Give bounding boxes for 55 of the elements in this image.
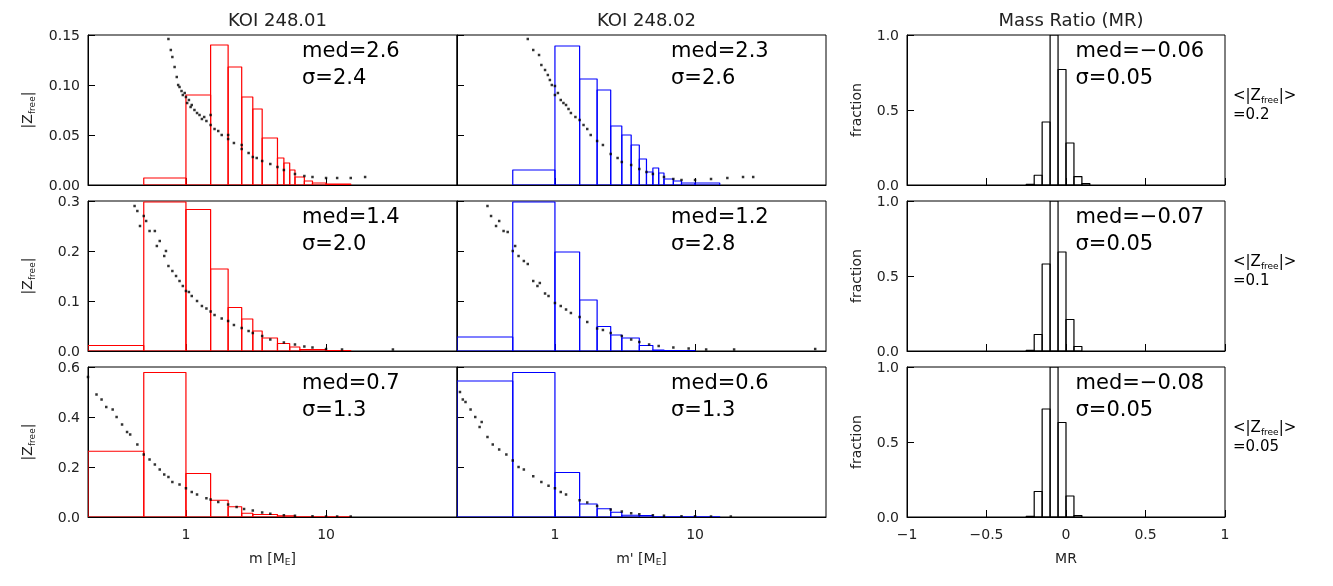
x-axis-title: MR [1055, 549, 1078, 566]
annotation: σ=1.3 [671, 396, 736, 421]
y-tick-label: 1.0 [876, 359, 899, 375]
annotation: σ=0.05 [1075, 64, 1154, 89]
chart-title: KOI 248.02 [597, 8, 696, 30]
annotation: σ=2.0 [302, 230, 367, 255]
x-tick-label: 1 [550, 526, 560, 542]
chart-title: KOI 248.01 [228, 8, 327, 30]
annotation: σ=0.05 [1075, 396, 1154, 421]
annotation: σ=2.4 [302, 64, 367, 89]
x-tick-label: 1 [1220, 526, 1230, 542]
x-tick-label: −1 [896, 526, 918, 542]
y-tick-label: 0.5 [876, 268, 899, 284]
annotation: med=2.3 [671, 37, 769, 62]
y-tick-label: 0.0 [57, 343, 80, 359]
y-axis-title: fraction [848, 249, 865, 303]
y-tick-label: 0.2 [57, 243, 80, 259]
y-axis-title: fraction [848, 415, 865, 469]
x-tick-label: −0.5 [969, 526, 1004, 542]
y-tick-label: 0.05 [48, 127, 80, 143]
annotation: σ=0.05 [1075, 230, 1154, 255]
annotation: med=−0.06 [1075, 37, 1205, 62]
y-tick-label: 0.0 [57, 509, 80, 525]
y-tick-label: 0.15 [48, 27, 80, 43]
annotation: med=−0.07 [1075, 203, 1205, 228]
y-tick-label: 0.0 [876, 177, 899, 193]
y-tick-label: 0.3 [57, 193, 80, 209]
y-tick-label: 0.5 [876, 434, 899, 450]
annotation: med=2.6 [302, 37, 400, 62]
y-tick-label: 0.0 [876, 509, 899, 525]
annotation: med=1.2 [671, 203, 769, 228]
y-tick-label: 0.0 [876, 343, 899, 359]
x-tick-label: 10 [686, 526, 704, 542]
y-tick-label: 0.00 [48, 177, 80, 193]
annotation: σ=2.6 [671, 64, 736, 89]
y-tick-label: 0.6 [57, 359, 81, 375]
x-tick-label: 0.5 [1134, 526, 1157, 542]
y-tick-label: 1.0 [876, 193, 899, 209]
y-tick-label: 0.1 [57, 293, 80, 309]
annotation: σ=2.8 [671, 230, 736, 255]
y-axis-title: fraction [848, 83, 865, 137]
x-tick-label: 10 [317, 526, 335, 542]
annotation: med=1.4 [302, 203, 400, 228]
annotation: med=−0.08 [1075, 369, 1205, 394]
y-tick-label: 0.4 [57, 409, 81, 425]
annotation: med=0.7 [302, 369, 400, 394]
y-tick-label: 0.10 [48, 77, 80, 93]
annotation: σ=1.3 [302, 396, 367, 421]
y-tick-label: 1.0 [876, 27, 899, 43]
x-tick-label: 1 [181, 526, 191, 542]
x-tick-label: 0 [1061, 526, 1071, 542]
y-tick-label: 0.5 [876, 102, 899, 118]
chart-title: Mass Ratio (MR) [998, 8, 1144, 30]
y-tick-label: 0.2 [57, 459, 80, 475]
annotation: med=0.6 [671, 369, 769, 394]
